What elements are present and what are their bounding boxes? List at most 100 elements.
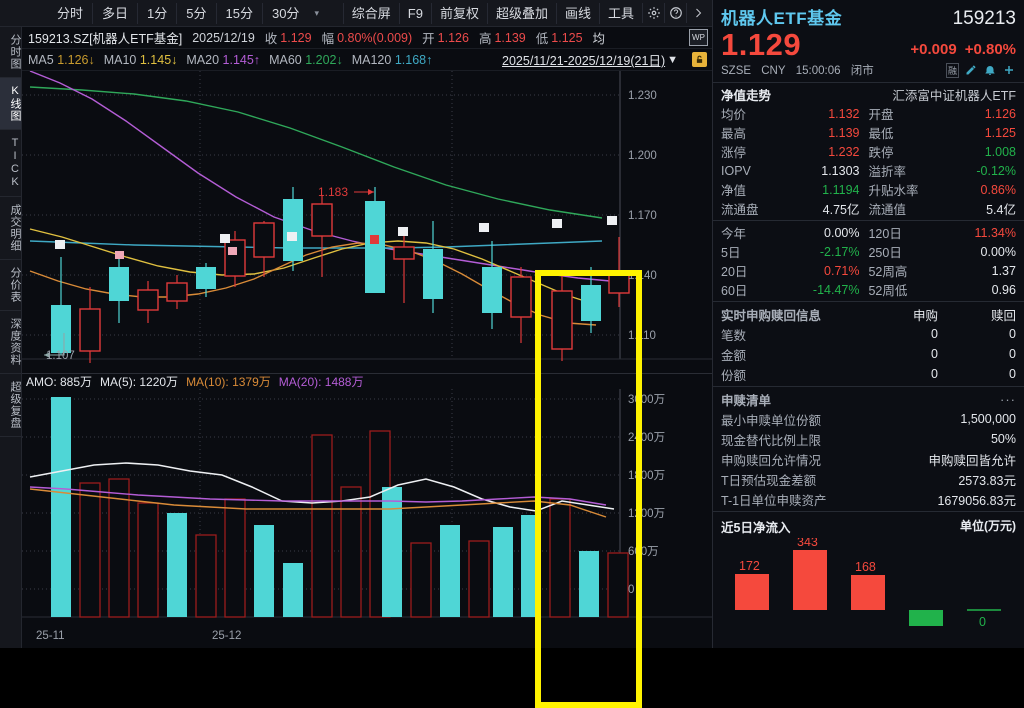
left-view-tabs: 分时图 K线图 TICK 成交明细 分价表 深度资料 超级复盘 <box>0 27 22 648</box>
vol-legend-ma5: MA(5): 1220万 <box>100 375 179 389</box>
bell-icon[interactable] <box>983 63 997 77</box>
volume-chart-svg: 3000万 2400万 1800万 1200万 600万 0 25-11 25-… <box>22 389 712 648</box>
volume-bar-5 <box>195 534 217 618</box>
toolbar-f9[interactable]: F9 <box>398 2 431 24</box>
candle-3 <box>137 281 159 323</box>
price-pane[interactable]: 1.107 1.183 1.230 1.200 1.170 1.140 1.11… <box>22 71 712 371</box>
candle-11 <box>393 231 415 303</box>
period-range-picker[interactable]: 2025/11/21-2025/12/19(21日) ▼ <box>502 50 678 69</box>
exchange-label: SZSE <box>721 65 752 77</box>
low-label: 低 <box>535 32 549 46</box>
toolbar-adjust[interactable]: 前复权 <box>430 2 487 24</box>
row-label: T-1日单位申赎资产 <box>721 493 827 508</box>
nav-row-3: IOPV 1.1303 溢折率 -0.12% <box>713 161 1024 180</box>
sidetab-tick[interactable]: TICK <box>0 130 21 197</box>
nav-row-5: 流通盘 4.75亿 流通值 5.4亿 <box>713 199 1024 218</box>
nav-row-1: 最高 1.139 最低 1.125 <box>713 123 1024 142</box>
sidetab-price-table[interactable]: 分价表 <box>0 260 21 311</box>
candle-9 <box>311 195 333 277</box>
sidetab-trade-detail[interactable]: 成交明细 <box>0 197 21 260</box>
candle-17 <box>608 237 630 307</box>
sidetab-depth-data[interactable]: 深度资料 <box>0 311 21 374</box>
period-tab-0[interactable]: 分时 <box>57 5 84 21</box>
wp-icon[interactable]: WP <box>689 29 708 46</box>
realtime-header: 实时申购赎回信息 申购 赎回 <box>713 304 1024 324</box>
flow-bar-chart: 172 343 168 0 <box>713 535 1024 630</box>
nav-section-title: 净值走势 <box>721 89 772 103</box>
toolbar-overlay[interactable]: 超级叠加 <box>486 2 556 24</box>
candle-14 <box>510 267 532 343</box>
period-range-text[interactable]: 2025/11/21-2025/12/19(21日) <box>502 54 666 68</box>
volume-pane[interactable]: 3000万 2400万 1800万 1200万 600万 0 25-11 25-… <box>22 389 712 648</box>
row-label: 申购赎回允许情况 <box>721 453 822 468</box>
chevron-right-icon[interactable] <box>686 3 708 23</box>
period-more-caret-icon[interactable]: ▾ <box>314 7 319 18</box>
lock-icon[interactable] <box>692 52 707 67</box>
row-label-2: 最低 <box>868 127 894 141</box>
currency-label: CNY <box>761 65 786 77</box>
volume-bars <box>51 397 629 618</box>
flow-bars <box>735 550 1001 626</box>
row-value-2: 11.34% <box>974 225 1016 240</box>
vol-ytick-5: 0 <box>628 584 634 596</box>
pcf-row-2: 申购赎回允许情况 申购赎回皆允许 <box>713 449 1024 469</box>
ma-item-ma5: MA5 1.126↓ <box>28 52 95 67</box>
row-label: 笔数 <box>721 328 747 343</box>
fund-full-name: 汇添富中证机器人ETF <box>892 89 1016 103</box>
volume-bar-10 <box>340 486 362 618</box>
row-value-2: 1.125 <box>984 125 1016 140</box>
candle-4 <box>166 275 188 309</box>
toolbar-tools[interactable]: 工具 <box>598 2 642 24</box>
ma-item-ma60: MA60 1.202↓ <box>269 52 343 67</box>
divider-3 <box>713 301 1024 302</box>
row-value: 1.139 <box>828 125 860 140</box>
sidetab-timeshare[interactable]: 分时图 <box>0 27 21 78</box>
divider-4 <box>713 386 1024 387</box>
volume-ma20-line <box>29 486 607 506</box>
row-label: IOPV <box>721 163 751 178</box>
period-tab-4[interactable]: 15分 <box>215 2 262 24</box>
flow-bar-2 <box>851 575 885 610</box>
row-value-redeem: 0 <box>1009 367 1016 381</box>
row-value: 50% <box>990 432 1016 446</box>
period-tab-3[interactable]: 5分 <box>176 2 215 24</box>
toolbar-composite-screen[interactable]: 综合屏 <box>342 2 399 24</box>
last-price: 1.129 <box>721 27 802 62</box>
row-label: 金额 <box>721 348 747 363</box>
period-tab-5[interactable]: 30分 <box>261 2 308 24</box>
realtime-col-redeem: 赎回 <box>990 308 1016 323</box>
price-chart-svg: 1.107 1.183 1.230 1.200 1.170 1.140 1.11… <box>22 71 712 371</box>
volume-bar-4 <box>167 513 187 617</box>
candle-0 <box>51 257 71 355</box>
row-value: 申购赎回皆允许 <box>928 453 1016 468</box>
candle-8 <box>283 187 303 271</box>
margin-tag-icon[interactable]: 融 <box>945 62 959 78</box>
flow-header: 近5日净流入 单位(万元) <box>713 514 1024 538</box>
row-value: 0.00% <box>824 225 860 240</box>
ma-item-ma20: MA20 1.145↑ <box>186 52 261 67</box>
pencil-icon[interactable] <box>964 63 978 77</box>
toolbar-drawline[interactable]: 画线 <box>555 2 599 24</box>
ma-item-ma10: MA10 1.145↓ <box>103 52 178 67</box>
period-tab-1[interactable]: 多日 <box>92 2 137 24</box>
row-value: 1.132 <box>828 106 860 121</box>
pcf-more-icon[interactable]: ··· <box>1000 391 1016 407</box>
help-icon[interactable] <box>664 3 686 23</box>
perf-row-0: 今年 0.00% 120日 11.34% <box>713 223 1024 242</box>
volume-bar-19 <box>579 551 599 617</box>
sidetab-super-replay[interactable]: 超级复盘 <box>0 374 21 437</box>
period-tab-2[interactable]: 1分 <box>137 2 176 24</box>
chevron-down-icon[interactable]: ▼ <box>667 53 678 66</box>
amplitude-label: 幅 <box>321 32 335 46</box>
detail-panel: 机器人ETF基金 159213 1.129 +0.009 +0.80% SZSE… <box>712 0 1024 648</box>
sidetab-kline[interactable]: K线图 <box>0 78 21 130</box>
market-status: 闭市 <box>850 65 874 77</box>
plus-icon[interactable] <box>1002 63 1016 77</box>
header-action-icons: 融 <box>945 62 1016 78</box>
pink-marker-squares <box>115 247 237 259</box>
price-ytick-3: 1.140 <box>628 270 657 282</box>
kline-chart-area[interactable]: 1.107 1.183 1.230 1.200 1.170 1.140 1.11… <box>22 71 712 708</box>
row-label: 最高 <box>721 127 747 141</box>
perf-row-2: 20日 0.71% 52周高 1.37 <box>713 261 1024 280</box>
gear-icon[interactable] <box>642 3 664 23</box>
